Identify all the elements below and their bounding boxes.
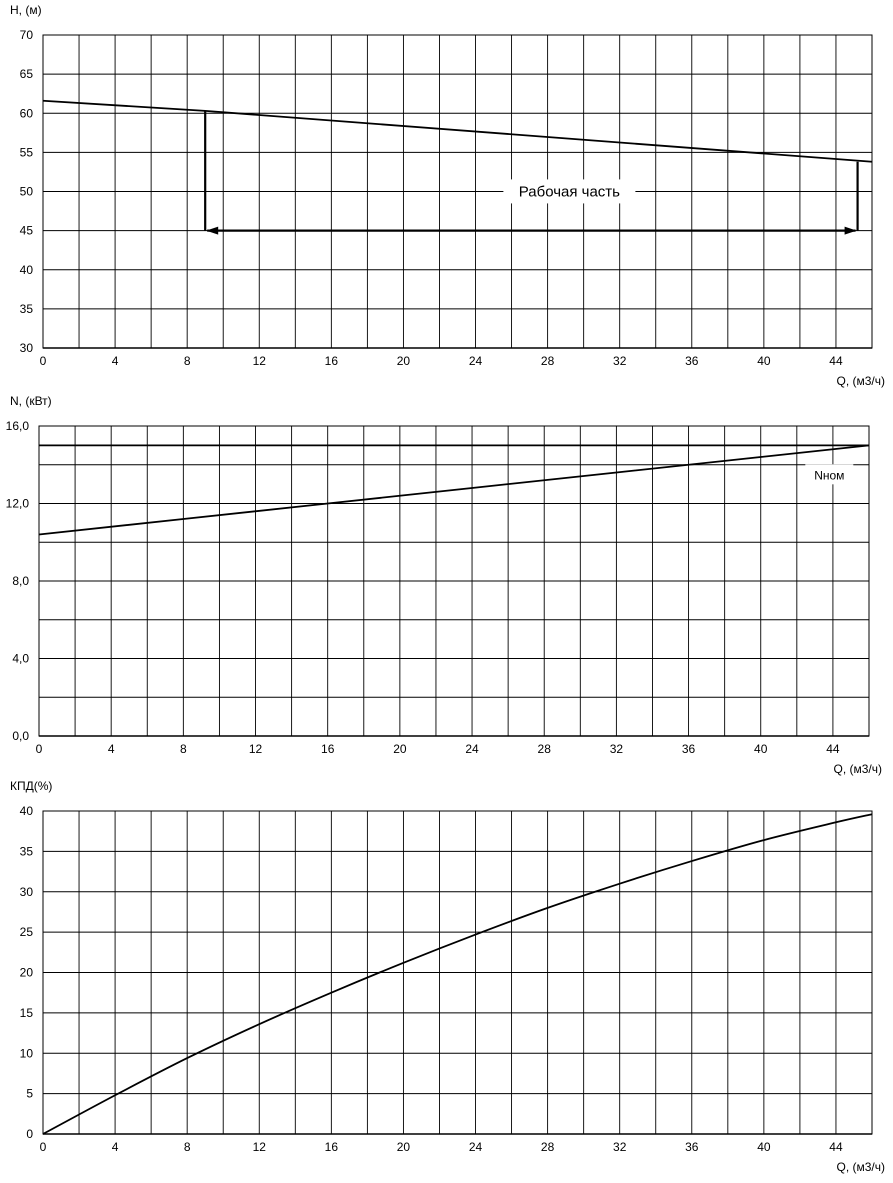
x-tick-label: 16	[321, 742, 335, 756]
annotation-background	[503, 179, 636, 204]
chart-panel-3: 0 4 8 12 16 20 24 28 32 36 40 44 0 5 10 15 20 25 30 35 40 КПД…	[10, 779, 885, 1174]
y-tick-label: 60	[20, 106, 34, 120]
x-tick-label: 40	[754, 742, 768, 756]
x-tick-label: 28	[538, 742, 552, 756]
x-tick-label: 36	[685, 1140, 699, 1154]
x-tick-label: 16	[325, 1140, 339, 1154]
x-axis-label: Q, (м3/ч)	[833, 762, 882, 776]
x-tick-label: 12	[249, 742, 263, 756]
x-tick-label: 12	[253, 354, 267, 368]
x-tick-label: 32	[613, 354, 627, 368]
x-tick-label: 36	[682, 742, 696, 756]
x-tick-label: 20	[397, 354, 411, 368]
arrow-head-left	[206, 226, 219, 235]
arrow-head-right	[844, 226, 857, 235]
y-axis-label: КПД(%)	[10, 779, 52, 793]
x-tick-label: 8	[180, 742, 187, 756]
y-tick-label: 10	[20, 1046, 34, 1060]
y-axis-label: H, (м)	[10, 3, 42, 17]
y-tick-label: 45	[20, 224, 34, 238]
x-tick-label: 44	[829, 1140, 843, 1154]
x-tick-label: 8	[184, 1140, 191, 1154]
series-line	[38, 444, 870, 536]
chart-panel-2: 0 4 8 12 16 20 24 28 32 36 40 44 0,0 4,0 8,0 12,0 16,0 N,…	[6, 394, 882, 776]
y-tick-label: 0,0	[12, 729, 29, 743]
x-tick-label: 8	[184, 354, 191, 368]
y-tick-label: 20	[20, 966, 34, 980]
y-tick-label: 55	[20, 145, 34, 159]
x-tick-label: 44	[829, 354, 843, 368]
x-tick-label: 24	[469, 354, 483, 368]
y-tick-label: 30	[20, 885, 34, 899]
y-tick-label: 15	[20, 1006, 34, 1020]
x-tick-label: 44	[826, 742, 840, 756]
x-tick-label: 40	[757, 354, 771, 368]
y-tick-label: 4,0	[12, 652, 29, 666]
x-tick-label: 28	[541, 1140, 555, 1154]
x-tick-label: 4	[108, 742, 115, 756]
x-tick-label: 32	[613, 1140, 627, 1154]
x-tick-label: 0	[36, 742, 43, 756]
y-tick-label: 65	[20, 67, 34, 81]
x-tick-label: 28	[541, 354, 555, 368]
y-tick-label: 30	[20, 341, 34, 355]
x-tick-label: 12	[253, 1140, 267, 1154]
x-tick-label: 32	[610, 742, 624, 756]
x-tick-label: 24	[469, 1140, 483, 1154]
y-tick-label: 70	[20, 28, 34, 42]
nominal-power-label: Nном	[814, 468, 844, 482]
y-tick-label: 35	[20, 302, 34, 316]
y-tick-label: 35	[20, 844, 34, 858]
x-tick-label: 40	[757, 1140, 771, 1154]
x-tick-label: 24	[465, 742, 479, 756]
x-tick-label: 36	[685, 354, 699, 368]
x-axis-label: Q, (м3/ч)	[836, 1160, 885, 1174]
x-tick-label: 4	[112, 1140, 119, 1154]
y-tick-label: 16,0	[6, 419, 30, 433]
x-tick-label: 0	[40, 354, 47, 368]
y-tick-label: 50	[20, 185, 34, 199]
y-tick-label: 8,0	[12, 574, 29, 588]
y-tick-label: 25	[20, 925, 34, 939]
x-tick-label: 0	[40, 1140, 47, 1154]
series-line	[42, 99, 873, 163]
y-tick-label: 40	[20, 804, 34, 818]
y-tick-label: 12,0	[6, 497, 30, 511]
x-tick-label: 20	[397, 1140, 411, 1154]
x-tick-label: 20	[393, 742, 407, 756]
x-tick-label: 4	[112, 354, 119, 368]
y-tick-label: 40	[20, 263, 34, 277]
y-tick-label: 5	[26, 1087, 33, 1101]
y-tick-label: 0	[26, 1127, 33, 1141]
working-range-label: Рабочая часть	[519, 183, 620, 200]
x-axis-label: Q, (м3/ч)	[836, 374, 885, 388]
chart-panel-1: 0 4 8 12 16 20 24 28 32 36 40 44 30 35 40 45 50 55 60 65 70 H…	[10, 3, 885, 388]
series-line	[42, 813, 873, 1135]
y-axis-label: N, (кВт)	[10, 394, 52, 408]
x-tick-label: 16	[325, 354, 339, 368]
annotation-background	[805, 464, 854, 485]
